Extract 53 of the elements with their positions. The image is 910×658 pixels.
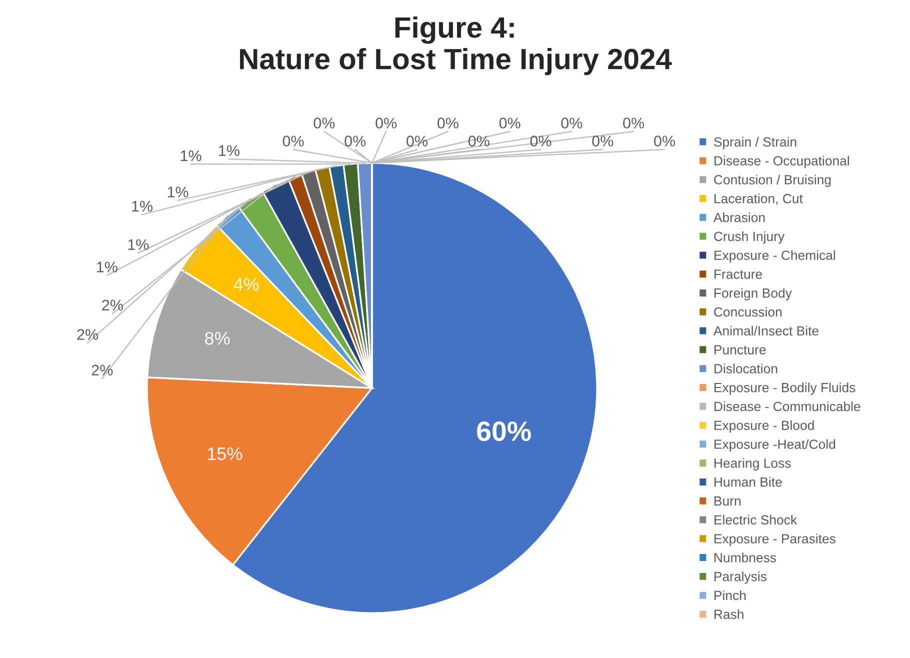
legend-label: Disease - Occupational [714, 156, 849, 168]
legend-label: Crush Injury [714, 231, 785, 244]
legend-label: Paralysis [714, 572, 766, 584]
text: 0% [654, 136, 675, 146]
legend-label: Dislocation [714, 364, 778, 374]
data-label: 4% [234, 278, 259, 291]
legend-label: Contusion / Bruising [714, 174, 831, 187]
legend-label: Numbness [714, 552, 776, 562]
legend-label: Concussion [714, 306, 782, 317]
legend-label: Exposure - Blood [714, 420, 814, 433]
legend-label: Electric Shock [714, 514, 798, 525]
text: 0% [282, 136, 304, 146]
text: 0% [376, 118, 397, 128]
legend-label: Disease - Communicable [714, 401, 860, 412]
data-label: 2% [92, 364, 113, 376]
legend-label: Exposure -Heat/Cold [714, 439, 836, 452]
text: 0% [468, 136, 490, 146]
data-label: 1% [168, 186, 188, 198]
text: 0% [592, 136, 614, 146]
legend-label: Human Bite [714, 477, 782, 487]
data-label: 1% [219, 145, 240, 156]
data-label: 15% [208, 447, 242, 460]
legend-label: Rash [714, 609, 744, 620]
legend-label: Puncture [714, 345, 766, 354]
data-label: 60% [477, 421, 531, 442]
text: 0% [530, 136, 552, 146]
data-label: 2% [102, 300, 123, 310]
legend-label: Laceration, Cut [714, 194, 803, 205]
data-label: 1% [97, 262, 118, 272]
text: 0% [499, 118, 520, 128]
text: 0% [623, 118, 644, 128]
data-label: 1% [180, 150, 202, 162]
legend-label: Fracture [714, 270, 762, 279]
data-label: 1% [128, 239, 149, 250]
text: 0% [437, 118, 458, 128]
text: 0% [344, 136, 366, 146]
legend-label: Sprain / Strain [714, 136, 796, 150]
legend-label: Exposure - Parasites [714, 534, 836, 546]
legend-label: Hearing Loss [714, 458, 791, 470]
legend-label: Exposure - Chemical [714, 250, 836, 263]
legend-label: Burn [714, 496, 740, 506]
text: 0% [561, 118, 582, 128]
chart-title: Figure 4: Nature of Lost Time Injury 2024 [240, 16, 672, 76]
data-label: 2% [77, 329, 98, 340]
legend-label: Foreign Body [714, 288, 792, 300]
legend-label: Abrasion [713, 212, 765, 222]
text: 0% [406, 136, 428, 146]
text: 0% [314, 118, 335, 128]
legend-label: Animal/Insect Bite [713, 326, 818, 336]
data-label: 1% [132, 200, 152, 212]
legend-label: Pinch [714, 590, 746, 600]
legend-label: Exposure - Bodily Fluids [714, 382, 856, 395]
data-label: 8% [205, 332, 230, 345]
